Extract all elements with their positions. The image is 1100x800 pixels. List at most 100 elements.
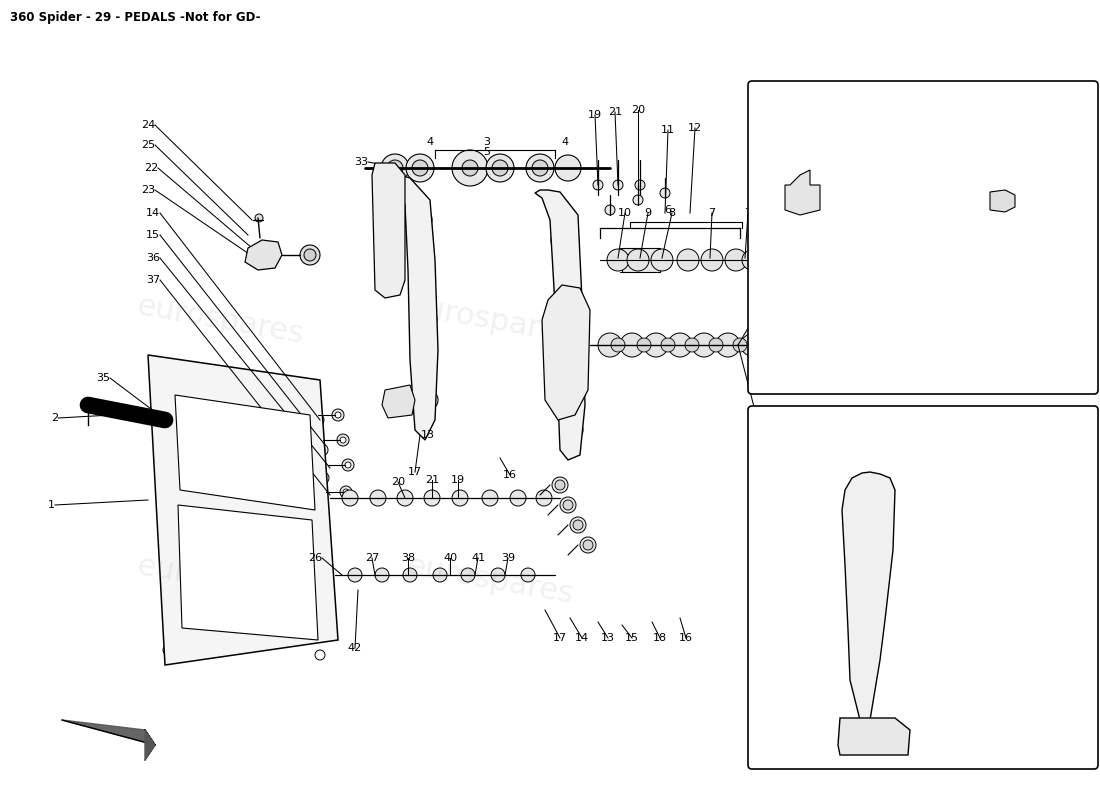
Circle shape (320, 475, 326, 481)
Circle shape (342, 490, 358, 506)
Circle shape (930, 471, 947, 489)
Circle shape (792, 152, 798, 158)
Circle shape (410, 212, 426, 228)
Circle shape (993, 471, 1011, 489)
Circle shape (317, 472, 329, 484)
Circle shape (551, 226, 579, 254)
Text: 7: 7 (708, 208, 716, 218)
Circle shape (660, 188, 670, 198)
Circle shape (452, 490, 468, 506)
Text: 11: 11 (1047, 175, 1063, 185)
Circle shape (342, 459, 354, 471)
Circle shape (248, 639, 258, 651)
Text: 19: 19 (587, 110, 602, 120)
Circle shape (452, 150, 488, 186)
Bar (790, 190, 870, 215)
Circle shape (206, 591, 238, 623)
Circle shape (412, 308, 437, 332)
Circle shape (304, 249, 316, 261)
Circle shape (343, 489, 349, 495)
Circle shape (406, 154, 434, 182)
Bar (621, 248, 660, 272)
Text: 13: 13 (421, 430, 434, 440)
Text: 42: 42 (348, 643, 362, 653)
Circle shape (651, 249, 673, 271)
Circle shape (806, 471, 824, 489)
Circle shape (1011, 471, 1028, 489)
Text: 23: 23 (141, 185, 155, 195)
Circle shape (312, 532, 324, 544)
Circle shape (847, 472, 864, 488)
Circle shape (521, 568, 535, 582)
Circle shape (246, 528, 290, 572)
Circle shape (310, 395, 320, 405)
Circle shape (716, 333, 740, 357)
Circle shape (370, 490, 386, 506)
Text: F1: F1 (1059, 409, 1084, 427)
Text: 30: 30 (890, 465, 904, 475)
FancyBboxPatch shape (748, 406, 1098, 769)
Text: 15: 15 (146, 230, 160, 240)
Text: 4: 4 (427, 137, 433, 147)
Text: 39: 39 (500, 553, 515, 563)
Circle shape (563, 500, 573, 510)
Polygon shape (838, 718, 910, 755)
Text: 32: 32 (760, 303, 774, 313)
Polygon shape (372, 163, 405, 298)
Circle shape (412, 160, 428, 176)
Polygon shape (390, 175, 438, 440)
Text: 35: 35 (96, 373, 110, 383)
Text: 41: 41 (471, 553, 485, 563)
Text: 27: 27 (365, 553, 380, 563)
Circle shape (403, 568, 417, 582)
Circle shape (610, 338, 625, 352)
Circle shape (250, 642, 256, 648)
Text: 17: 17 (553, 633, 568, 643)
Circle shape (319, 504, 324, 510)
Text: 9: 9 (645, 208, 651, 218)
Text: 22: 22 (144, 163, 158, 173)
Circle shape (552, 477, 568, 493)
Circle shape (742, 250, 762, 270)
Circle shape (424, 490, 440, 506)
Polygon shape (178, 505, 318, 640)
Circle shape (830, 472, 846, 488)
Text: 33: 33 (354, 157, 368, 167)
Text: Valid till... See description: Valid till... See description (835, 315, 1011, 329)
Polygon shape (535, 190, 585, 460)
Circle shape (741, 334, 763, 356)
Text: 6: 6 (664, 205, 671, 215)
Bar (870, 192, 882, 200)
Circle shape (492, 160, 508, 176)
Circle shape (482, 490, 498, 506)
Text: 16: 16 (503, 470, 517, 480)
Polygon shape (62, 720, 155, 745)
Text: 22: 22 (1012, 143, 1027, 153)
Text: 20: 20 (631, 105, 645, 115)
Text: 23: 23 (1022, 110, 1037, 120)
Circle shape (632, 195, 644, 205)
Circle shape (661, 338, 675, 352)
Text: 11: 11 (661, 125, 675, 135)
Text: 21: 21 (425, 475, 439, 485)
Circle shape (433, 568, 447, 582)
Circle shape (613, 180, 623, 190)
Text: eurospares: eurospares (134, 291, 306, 349)
Text: 29: 29 (812, 465, 828, 475)
Circle shape (946, 471, 964, 489)
Text: eurospares: eurospares (404, 291, 576, 349)
Text: 14: 14 (146, 208, 160, 218)
Circle shape (791, 471, 808, 489)
Circle shape (733, 338, 747, 352)
Circle shape (381, 154, 409, 182)
Circle shape (316, 444, 328, 456)
Polygon shape (382, 385, 415, 418)
Text: 360 Spider - 29 - PEDALS -Not for GD-: 360 Spider - 29 - PEDALS -Not for GD- (10, 11, 261, 25)
Bar (780, 200, 795, 212)
Circle shape (491, 568, 505, 582)
Circle shape (620, 333, 644, 357)
Circle shape (348, 568, 362, 582)
Circle shape (510, 490, 526, 506)
Text: 5: 5 (484, 147, 491, 157)
Text: eurospares: eurospares (404, 551, 576, 609)
